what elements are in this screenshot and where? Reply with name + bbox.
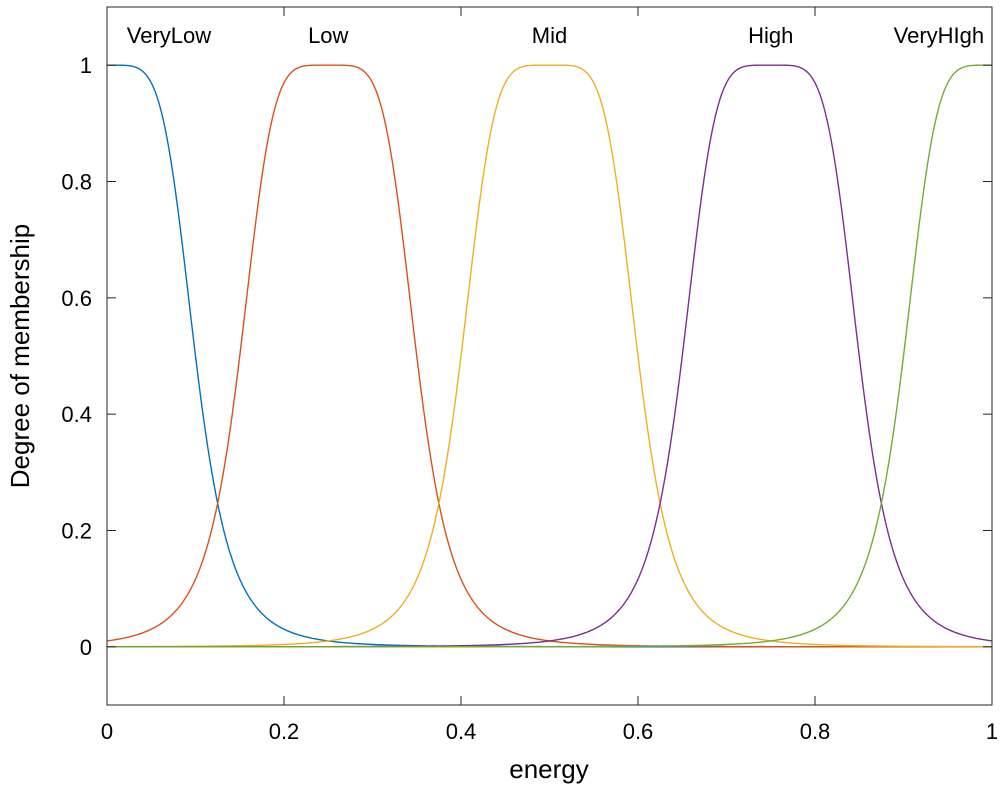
y-axis-title: Degree of membership	[5, 224, 35, 488]
x-tick-label: 0.6	[623, 719, 654, 744]
y-tick-label: 0.8	[61, 170, 92, 195]
y-tick-label: 0.6	[61, 286, 92, 311]
axes-box	[106, 6, 993, 706]
y-tick-label: 0.2	[61, 519, 92, 544]
series-label-high: High	[748, 23, 793, 48]
series-label-veryhigh: VeryHIgh	[894, 23, 985, 48]
x-tick-label: 0.2	[269, 719, 300, 744]
series-label-low: Low	[308, 23, 348, 48]
series-line-veryhigh	[107, 64, 992, 648]
y-tick-label: 1	[80, 53, 92, 78]
y-tick-label: 0.4	[61, 402, 92, 427]
plot-area	[107, 7, 992, 705]
series-line-mid	[106, 64, 993, 648]
y-tick-label: 0	[80, 635, 92, 660]
x-tick-label: 1	[986, 719, 998, 744]
x-tick-label: 0.4	[446, 719, 477, 744]
series-label-verylow: VeryLow	[127, 23, 211, 48]
x-axis-title: energy	[509, 754, 589, 784]
series-label-mid: Mid	[532, 23, 567, 48]
plot-background	[107, 7, 992, 705]
axes: 0 0.2 0.4 0.6 0.8 1 0 0.2 0.4 0.6 0.8 1	[61, 6, 998, 744]
series-lines	[106, 64, 993, 648]
series-labels: VeryLow Low Mid High VeryHIgh	[127, 23, 984, 48]
x-tick-label: 0.8	[800, 719, 831, 744]
x-tick-label: 0	[101, 719, 113, 744]
